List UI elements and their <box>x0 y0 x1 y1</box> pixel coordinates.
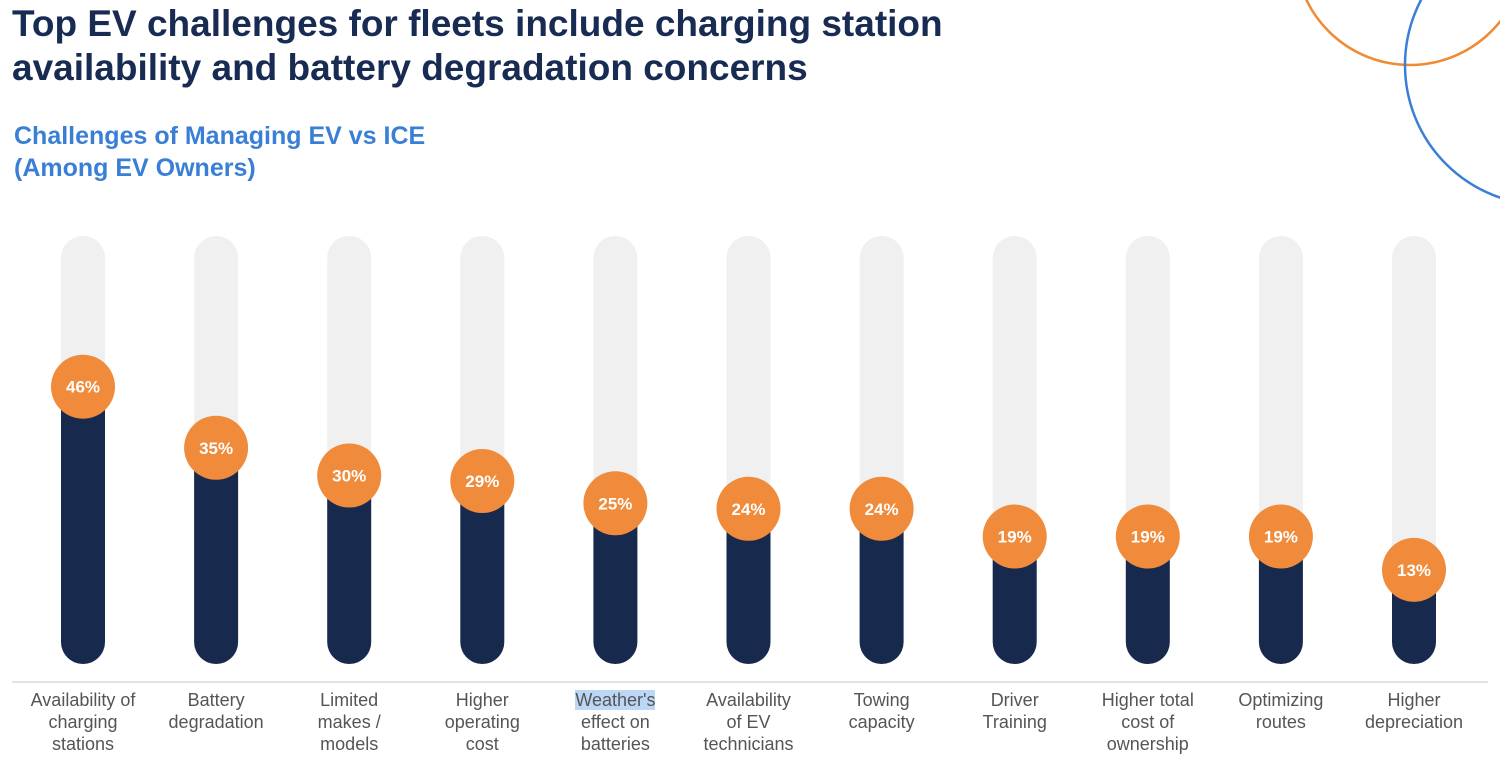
category-label: Weather's effect on batteries <box>575 690 656 754</box>
category-label: Optimizing routes <box>1238 690 1324 732</box>
chart-subtitle: Challenges of Managing EV vs ICE (Among … <box>14 122 426 182</box>
data-label: 19% <box>998 528 1032 547</box>
data-label: 35% <box>199 439 233 458</box>
category-label: Driver Training <box>982 690 1047 732</box>
value-marker <box>317 443 382 508</box>
value-marker <box>982 504 1047 569</box>
bar <box>327 475 372 664</box>
category-label: Towing capacity <box>848 690 915 732</box>
data-label: 19% <box>1264 528 1298 547</box>
value-marker <box>184 415 249 480</box>
data-label: 13% <box>1397 561 1431 580</box>
value-marker <box>51 354 115 419</box>
page-title: Top EV challenges for fleets include cha… <box>12 3 943 88</box>
value-marker <box>1248 504 1313 569</box>
data-label: 29% <box>465 472 499 491</box>
category-label: Battery degradation <box>168 690 264 732</box>
bar <box>194 447 239 664</box>
value-marker <box>1115 504 1180 569</box>
data-label: 24% <box>865 500 899 519</box>
bar <box>593 503 638 664</box>
bar <box>859 508 904 664</box>
value-marker <box>583 471 648 536</box>
value-marker <box>1382 537 1446 602</box>
bar <box>460 481 505 664</box>
data-label: 30% <box>332 467 366 486</box>
category-label: Limited makes / models <box>317 690 381 754</box>
value-marker <box>450 449 515 514</box>
data-label: 24% <box>731 500 765 519</box>
bar <box>1125 536 1170 664</box>
value-marker <box>716 476 781 541</box>
bar <box>1258 536 1303 664</box>
category-label: Higher depreciation <box>1364 690 1464 732</box>
bar <box>992 536 1037 664</box>
data-label: 46% <box>66 378 100 397</box>
category-label: Higher total cost of ownership <box>1101 690 1194 754</box>
bar <box>726 508 771 664</box>
bar <box>61 386 105 664</box>
category-label: Higher operating cost <box>444 690 520 754</box>
data-label: 19% <box>1131 528 1165 547</box>
data-label: 25% <box>598 494 632 513</box>
value-marker <box>849 476 914 541</box>
category-label: Availability of EV technicians <box>703 690 794 754</box>
category-label: Availability of charging stations <box>30 690 136 754</box>
